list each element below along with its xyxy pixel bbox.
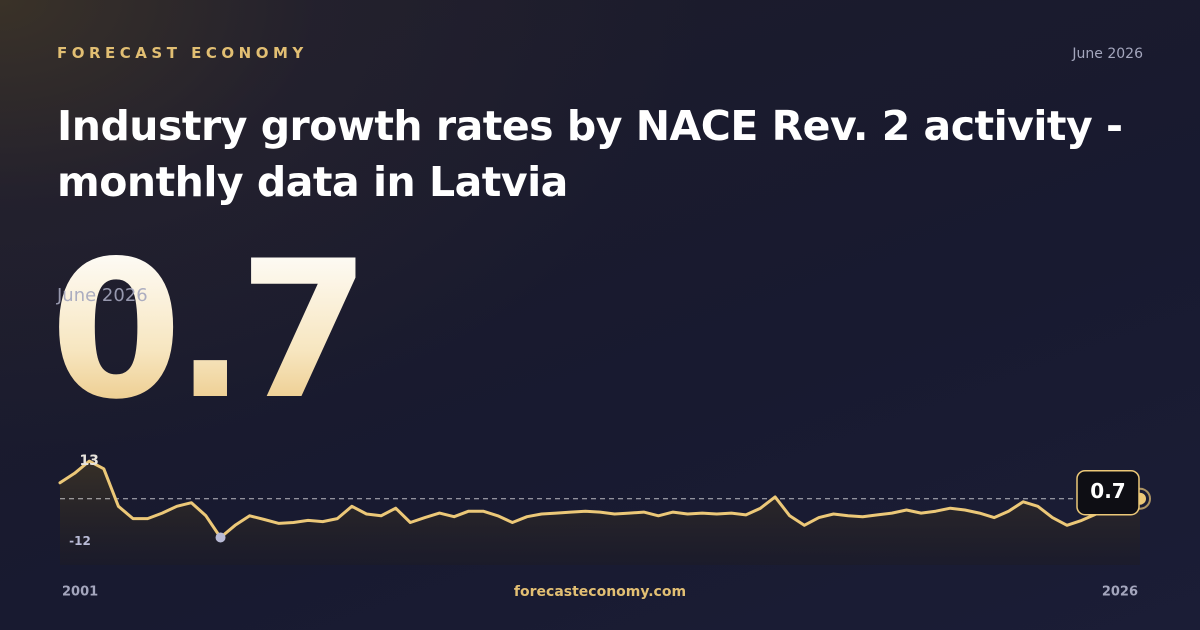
- site: forecasteconomy.com: [514, 584, 686, 600]
- min-label: -12: [69, 534, 91, 548]
- x-tick-label: 2026: [1102, 585, 1138, 600]
- min-point: [216, 533, 226, 543]
- x-tick-label: 2001: [62, 585, 98, 600]
- latest-badge-label: 0.7: [1090, 479, 1125, 503]
- max-label: 13: [79, 453, 98, 469]
